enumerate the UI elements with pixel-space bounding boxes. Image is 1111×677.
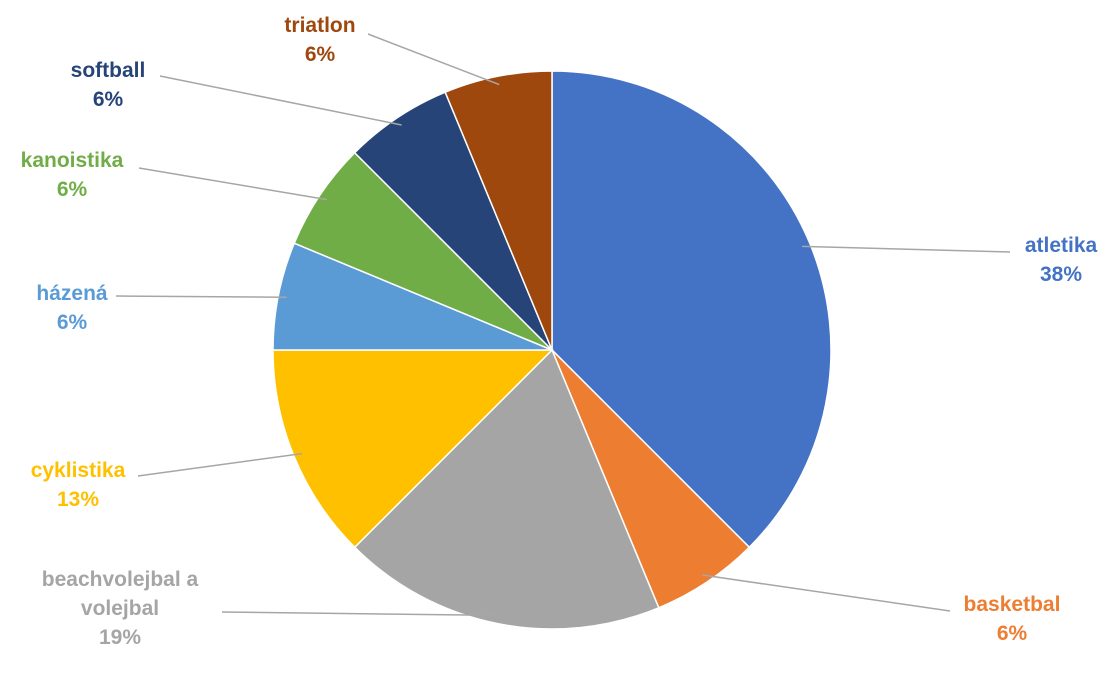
slice-category-label-7: triatlon [284,14,355,37]
leader-line-3 [137,452,303,477]
leader-lines [115,33,1011,617]
slice-value-label-6: 6% [93,88,124,111]
leader-line-4 [115,295,287,298]
slice-category-label-4: házená [36,282,108,305]
pie-slice-2 [353,348,660,630]
pie-slice-3 [272,349,554,549]
slice-value-label-3: 13% [57,488,99,511]
slice-category-label-5: kanoistika [21,149,124,172]
slice-category-label-1: basketbal [964,593,1061,616]
leader-line-6 [159,75,402,126]
slice-category-label-0: atletika [1025,234,1098,257]
pie-slices [272,70,832,630]
leader-line-1 [702,574,951,612]
slice-category-label-3: cyklistika [31,459,126,482]
slice-value-label-1: 6% [997,622,1028,645]
slice-category-label-2: volejbal [81,597,159,620]
slice-category-label-2: beachvolejbal a [42,568,199,591]
slice-labels: atletika 38% basketbal 6% beachvolejbal a vol… [21,14,1098,649]
leader-line-2 [221,611,500,617]
slice-value-label-0: 38% [1040,263,1082,286]
pie-slice-0 [551,70,832,549]
slice-value-label-2: 19% [99,626,141,649]
leader-line-5 [138,167,328,201]
slice-value-label-4: 6% [57,311,88,334]
leader-line-0 [801,245,1011,253]
slice-value-label-5: 6% [57,178,88,201]
slice-category-label-6: softball [71,59,146,82]
slice-value-label-7: 6% [305,43,336,66]
pie-slice-7 [444,70,553,351]
leader-line-7 [367,33,500,86]
